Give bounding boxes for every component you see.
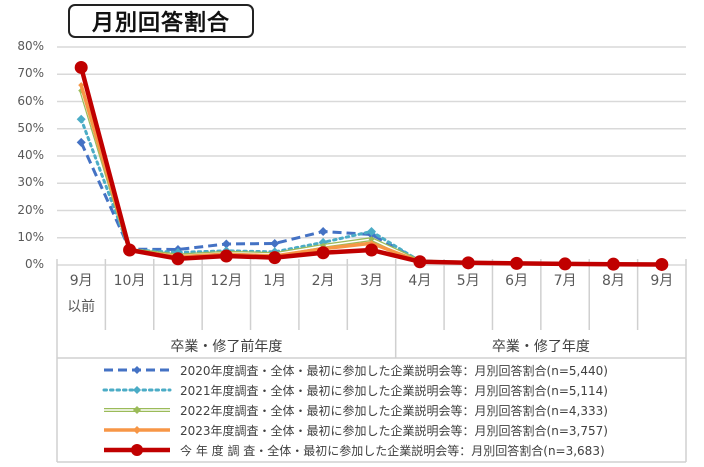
legend-swatch-icon [104,426,170,434]
legend-item: 2023年度調査・全体・最初に参加した企業説明会等：月別回答割合(n=3,757… [102,420,608,440]
x-tick-label: 4月 [408,273,432,289]
legend-label: 2023年度調査・全体・最初に参加した企業説明会等：月別回答割合(n=3,757… [180,423,608,438]
x-tick-label: 1月 [263,273,287,289]
data-point [461,256,475,270]
y-tick-label: 40% [17,148,44,162]
data-point [123,243,137,257]
legend-item: 今 年 度 調 査・全体・最初に参加した企業説明会等：月別回答割合(n=3,68… [102,440,605,460]
data-point [171,252,185,266]
legend-label: 2022年度調査・全体・最初に参加した企業説明会等：月別回答割合(n=4,333… [180,403,608,418]
y-tick-label: 50% [17,120,44,135]
y-tick-label: 60% [17,93,44,108]
legend-swatch-icon [102,386,172,394]
legend-label: 2020年度調査・全体・最初に参加した企業説明会等：月別回答割合(n=5,440… [180,363,608,378]
x-tick-label: 9月 [650,273,674,289]
data-point [510,256,524,270]
legend: 2020年度調査・全体・最初に参加した企業説明会等：月別回答割合(n=5,440… [57,358,686,462]
data-point [76,114,86,124]
y-tick-label: 70% [17,66,44,81]
data-point [558,257,572,271]
x-tick-label: 6月 [505,273,529,289]
x-tick-label: 10月 [113,273,146,289]
x-tick-label: 8月 [601,273,625,289]
legend-item: 2021年度調査・全体・最初に参加した企業説明会等：月別回答割合(n=5,114… [102,380,608,400]
group-label: 卒業・修了前年度 [170,339,283,355]
data-point [270,238,280,248]
x-tick-label: 9月 以前 [67,273,96,315]
legend-swatch-icon [104,444,170,456]
data-point [76,137,86,147]
data-point [365,243,378,257]
y-tick-label: 0% [24,257,44,271]
data-point [318,226,328,236]
x-tick-label: 7月 [553,273,577,289]
chart-title: 月別回答割合 [68,4,254,38]
data-point [367,226,376,236]
y-tick-label: 80% [17,39,44,53]
x-tick-label: 11月 [162,273,194,289]
legend-swatch-icon [104,366,170,374]
data-point [221,239,231,249]
legend-item: 2020年度調査・全体・最初に参加した企業説明会等：月別回答割合(n=5,440… [102,360,608,380]
x-tick-label: 5月 [456,273,480,289]
x-tick-label: 2月 [311,273,335,289]
legend-swatch-icon [104,406,170,414]
legend-label: 今 年 度 調 査・全体・最初に参加した企業説明会等：月別回答割合(n=3,68… [180,443,605,458]
data-point [219,249,233,263]
y-tick-label: 10% [17,229,44,244]
data-point [78,82,85,89]
data-point [74,60,88,74]
data-point [268,251,282,265]
data-point [413,255,427,269]
y-tick-label: 30% [17,175,44,190]
x-tick-label: 12月 [210,273,243,289]
legend-item: 2022年度調査・全体・最初に参加した企業説明会等：月別回答割合(n=4,333… [102,400,608,420]
data-point [368,236,375,243]
y-tick-label: 20% [17,202,44,217]
group-label: 卒業・修了年度 [491,339,590,355]
legend-label: 2021年度調査・全体・最初に参加した企業説明会等：月別回答割合(n=5,114… [180,383,608,398]
data-point [606,257,620,271]
data-point [655,257,669,271]
x-tick-label: 3月 [360,273,383,289]
data-point [316,246,330,260]
series-5 [74,60,669,271]
